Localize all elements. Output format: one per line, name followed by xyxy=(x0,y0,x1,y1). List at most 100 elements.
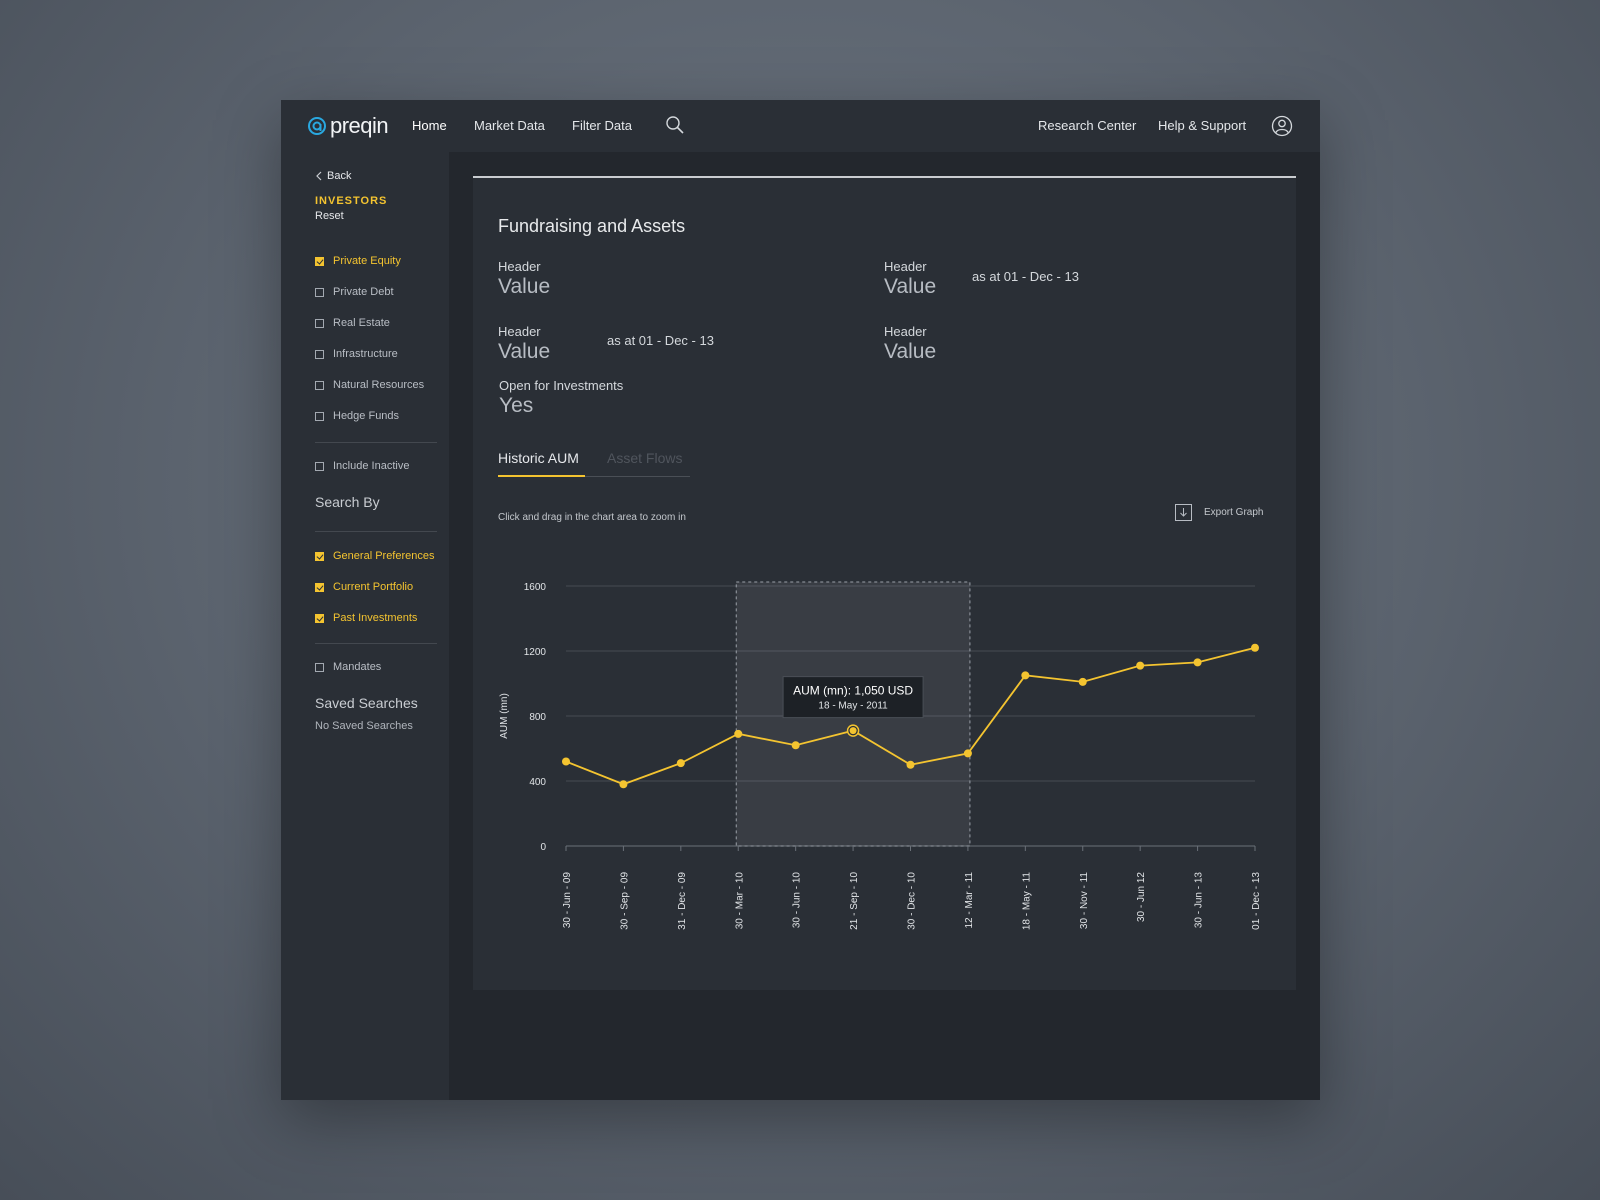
y-tick-label: 400 xyxy=(529,777,546,788)
checkbox-label: Private Equity xyxy=(333,255,401,267)
data-point[interactable] xyxy=(1021,671,1030,680)
field-header: Header xyxy=(884,259,927,274)
field-value: Value xyxy=(498,275,551,298)
divider xyxy=(315,643,437,644)
checkbox-label: Past Investments xyxy=(333,612,418,624)
data-point[interactable] xyxy=(1193,658,1202,667)
x-tick-label: 30 - Mar - 10 xyxy=(734,872,745,930)
tooltip-title: AUM (mn): 1,050 USD xyxy=(793,684,913,698)
checkbox-checked[interactable] xyxy=(315,613,324,623)
x-tick-label: 30 - Nov - 11 xyxy=(1079,872,1090,929)
data-point[interactable] xyxy=(906,760,915,769)
field-header: Header xyxy=(498,324,541,339)
y-tick-label: 1600 xyxy=(524,582,547,593)
nav-filter-data[interactable]: Filter Data xyxy=(572,118,632,133)
checkbox-private-equity[interactable]: Private Equity xyxy=(315,255,401,267)
filter-sidebar: Back INVESTORS Reset Private Equity Priv… xyxy=(281,152,449,1100)
checkbox-label: General Preferences xyxy=(333,550,435,562)
content-top-rule xyxy=(473,176,1296,178)
checkbox-checked[interactable] xyxy=(315,582,324,592)
open-for-investments-header: Open for Investments xyxy=(499,378,624,393)
x-tick-label: 31 - Dec - 09 xyxy=(677,872,688,930)
logo-text: preqin xyxy=(330,113,389,138)
y-axis-label: AUM (mn) xyxy=(499,693,510,739)
field-value: Value xyxy=(884,340,937,363)
tab-asset-flows[interactable]: Asset Flows xyxy=(607,450,683,466)
checkbox-natural-resources[interactable]: Natural Resources xyxy=(315,379,424,391)
checkbox-checked[interactable] xyxy=(315,551,324,561)
checkbox-mandates[interactable]: Mandates xyxy=(315,661,381,673)
checkbox-label: Private Debt xyxy=(333,286,394,298)
data-point[interactable] xyxy=(963,749,972,758)
checkbox-unchecked[interactable] xyxy=(315,287,324,297)
nav-help-support[interactable]: Help & Support xyxy=(1158,118,1247,133)
panel-title: Fundraising and Assets xyxy=(498,216,686,236)
x-tick-label: 12 - Mar - 11 xyxy=(964,872,975,929)
checkbox-label: Include Inactive xyxy=(333,460,410,472)
checkbox-label: Current Portfolio xyxy=(333,581,414,593)
aum-line-chart[interactable]: 0 400 800 1200 1600 AUM (mn) 30 - Jun - 09 30 -… xyxy=(473,528,1296,988)
y-tick-label: 1200 xyxy=(524,647,547,658)
x-tick-label: 30 - Jun - 10 xyxy=(792,872,803,929)
logo[interactable]: preqin xyxy=(307,113,389,139)
zoom-hint: Click and drag in the chart area to zoom… xyxy=(498,512,686,523)
data-point[interactable] xyxy=(849,727,857,735)
saved-searches-empty: No Saved Searches xyxy=(315,720,413,732)
data-point[interactable] xyxy=(562,757,570,766)
checkbox-include-inactive[interactable]: Include Inactive xyxy=(315,460,409,472)
nav-research-center[interactable]: Research Center xyxy=(1038,118,1137,133)
tab-historic-aum[interactable]: Historic AUM xyxy=(498,450,579,466)
checkbox-checked[interactable] xyxy=(315,256,324,266)
checkbox-unchecked[interactable] xyxy=(315,662,324,672)
nav-market-data[interactable]: Market Data xyxy=(474,118,545,133)
field-as-at: as at 01 - Dec - 13 xyxy=(972,269,1079,284)
data-point[interactable] xyxy=(619,780,628,789)
nav-home[interactable]: Home xyxy=(412,118,447,133)
search-icon[interactable] xyxy=(665,115,685,140)
data-point[interactable] xyxy=(1136,661,1145,670)
back-button[interactable]: Back xyxy=(315,170,351,182)
tab-active-underline xyxy=(498,475,585,477)
checkbox-label: Hedge Funds xyxy=(333,410,400,422)
y-tick-label: 0 xyxy=(540,842,546,853)
reset-link[interactable]: Reset xyxy=(315,210,344,222)
user-icon[interactable] xyxy=(1271,115,1293,142)
checkbox-infrastructure[interactable]: Infrastructure xyxy=(315,348,398,360)
checkbox-unchecked[interactable] xyxy=(315,411,324,421)
checkbox-label: Real Estate xyxy=(333,317,390,329)
field-value: Value xyxy=(884,275,937,298)
divider xyxy=(315,531,437,532)
x-tick-label: 30 - Jun 12 xyxy=(1136,872,1147,922)
x-tick-label: 30 - Dec - 10 xyxy=(907,872,918,930)
data-point[interactable] xyxy=(791,741,800,750)
x-tick-label: 30 - Sep - 09 xyxy=(619,872,630,930)
checkbox-private-debt[interactable]: Private Debt xyxy=(315,286,394,298)
checkbox-hedge-funds[interactable]: Hedge Funds xyxy=(315,410,399,422)
top-nav: preqin Home Market Data Filter Data Rese… xyxy=(281,100,1320,152)
x-tick-label: 30 - Jun - 09 xyxy=(562,872,573,929)
download-icon xyxy=(1175,504,1192,521)
checkbox-label: Infrastructure xyxy=(333,348,398,360)
data-point[interactable] xyxy=(734,729,743,738)
data-point[interactable] xyxy=(676,759,685,768)
divider xyxy=(315,442,437,443)
x-tick-label: 01 - Dec - 13 xyxy=(1251,872,1262,930)
checkbox-unchecked[interactable] xyxy=(315,349,324,359)
saved-searches-title: Saved Searches xyxy=(315,695,418,711)
logo-icon xyxy=(308,117,326,135)
data-point[interactable] xyxy=(1078,677,1087,686)
checkbox-real-estate[interactable]: Real Estate xyxy=(315,317,390,329)
export-graph-button[interactable]: Export Graph xyxy=(1175,504,1263,521)
field-header: Header xyxy=(884,324,927,339)
data-point[interactable] xyxy=(1251,643,1259,652)
checkbox-unchecked[interactable] xyxy=(315,318,324,328)
x-tick-label: 30 - Jun - 13 xyxy=(1194,872,1205,929)
section-title: INVESTORS xyxy=(315,195,388,207)
checkbox-general-preferences[interactable]: General Preferences xyxy=(315,550,435,562)
checkbox-past-investments[interactable]: Past Investments xyxy=(315,612,417,624)
checkbox-unchecked[interactable] xyxy=(315,461,324,471)
checkbox-current-portfolio[interactable]: Current Portfolio xyxy=(315,581,413,593)
checkbox-label: Mandates xyxy=(333,661,382,673)
checkbox-unchecked[interactable] xyxy=(315,380,324,390)
field-value: Value xyxy=(498,340,551,363)
